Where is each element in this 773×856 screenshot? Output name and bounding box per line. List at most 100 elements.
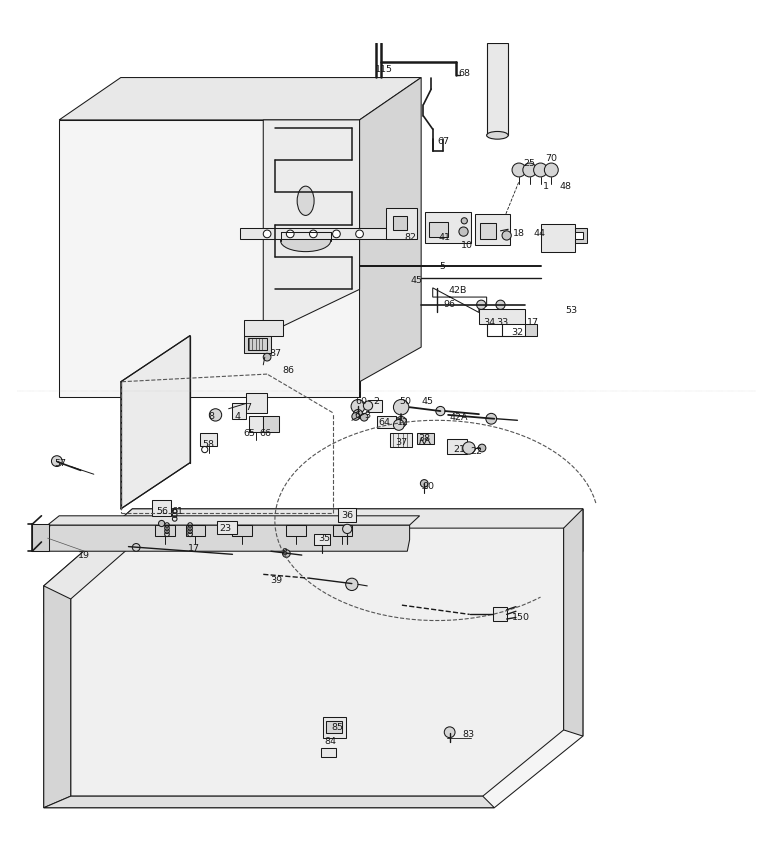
Text: 10: 10 [461, 241, 472, 250]
Text: 19: 19 [78, 551, 90, 561]
Text: 50: 50 [399, 396, 411, 406]
Text: 67: 67 [438, 137, 449, 146]
Polygon shape [44, 796, 494, 808]
Circle shape [393, 419, 404, 431]
Circle shape [444, 727, 455, 738]
Polygon shape [32, 524, 49, 551]
Bar [152, 501, 171, 516]
Text: 65: 65 [243, 429, 255, 438]
Circle shape [486, 413, 496, 425]
Text: 150: 150 [512, 613, 530, 622]
Text: 57: 57 [55, 459, 66, 468]
Circle shape [346, 578, 358, 591]
Bar [377, 417, 396, 428]
Text: 61: 61 [171, 507, 183, 515]
Polygon shape [286, 525, 305, 536]
Text: 36: 36 [341, 511, 353, 520]
Circle shape [342, 524, 352, 533]
Text: 38: 38 [418, 433, 431, 443]
Circle shape [352, 413, 359, 420]
Text: 41: 41 [438, 233, 450, 242]
Polygon shape [264, 417, 279, 431]
Circle shape [421, 479, 428, 487]
Polygon shape [425, 212, 472, 243]
Polygon shape [479, 309, 525, 324]
Text: 83: 83 [463, 730, 475, 739]
Bar [321, 747, 336, 757]
Text: 18: 18 [513, 229, 525, 239]
Bar [200, 432, 217, 447]
Text: 64: 64 [378, 418, 390, 427]
Polygon shape [48, 516, 420, 525]
Polygon shape [60, 120, 359, 397]
Circle shape [463, 442, 475, 455]
Polygon shape [44, 586, 70, 808]
Polygon shape [60, 78, 421, 120]
Circle shape [502, 231, 511, 240]
Polygon shape [493, 607, 506, 621]
Text: 32: 32 [512, 328, 523, 337]
Polygon shape [264, 120, 359, 336]
Text: 37: 37 [395, 438, 407, 447]
Circle shape [477, 300, 486, 309]
Text: 7: 7 [245, 402, 251, 412]
Text: 70: 70 [545, 154, 557, 163]
Text: 8: 8 [208, 412, 214, 421]
Circle shape [286, 230, 294, 238]
Circle shape [332, 230, 340, 238]
Polygon shape [244, 320, 282, 336]
Circle shape [351, 400, 365, 413]
Polygon shape [359, 78, 421, 397]
Text: 17: 17 [527, 318, 539, 327]
Circle shape [353, 409, 363, 419]
Text: 39: 39 [271, 576, 282, 585]
Text: 96: 96 [443, 300, 455, 309]
Bar [487, 43, 508, 135]
Text: 21: 21 [453, 445, 465, 454]
Text: 56: 56 [156, 507, 169, 515]
Polygon shape [121, 336, 190, 508]
Circle shape [523, 163, 536, 177]
Text: 4: 4 [234, 412, 240, 421]
Circle shape [393, 400, 409, 415]
Circle shape [461, 217, 468, 224]
Circle shape [396, 417, 407, 427]
Polygon shape [250, 417, 264, 431]
Bar [233, 403, 247, 419]
Polygon shape [48, 525, 410, 551]
Polygon shape [386, 209, 417, 240]
Text: 35: 35 [318, 533, 330, 543]
Circle shape [478, 444, 486, 452]
Text: 44: 44 [534, 229, 546, 239]
Bar [326, 722, 342, 733]
Text: 68: 68 [458, 69, 470, 78]
Circle shape [533, 163, 547, 177]
Text: 86: 86 [283, 366, 295, 375]
Polygon shape [564, 508, 583, 736]
Circle shape [356, 230, 363, 238]
Text: 17: 17 [188, 544, 200, 553]
Bar [314, 533, 329, 545]
Text: 82: 82 [404, 233, 417, 242]
Text: 90: 90 [422, 482, 434, 491]
Circle shape [132, 544, 140, 551]
Polygon shape [155, 525, 175, 536]
Polygon shape [240, 228, 410, 240]
Text: 12: 12 [397, 418, 409, 427]
Text: 85: 85 [331, 723, 343, 732]
Text: 45: 45 [410, 276, 423, 284]
Bar [393, 217, 407, 230]
Text: 45: 45 [421, 396, 434, 406]
Bar [368, 400, 382, 412]
Text: 42A: 42A [450, 413, 468, 423]
Text: 3: 3 [364, 411, 370, 420]
Ellipse shape [297, 186, 314, 216]
Circle shape [544, 163, 558, 177]
Circle shape [360, 413, 368, 421]
Text: 34: 34 [483, 318, 495, 327]
Polygon shape [70, 528, 564, 796]
Text: 66: 66 [260, 429, 271, 438]
Bar [248, 338, 267, 350]
Text: 42B: 42B [449, 287, 468, 295]
Text: 1: 1 [543, 182, 549, 192]
